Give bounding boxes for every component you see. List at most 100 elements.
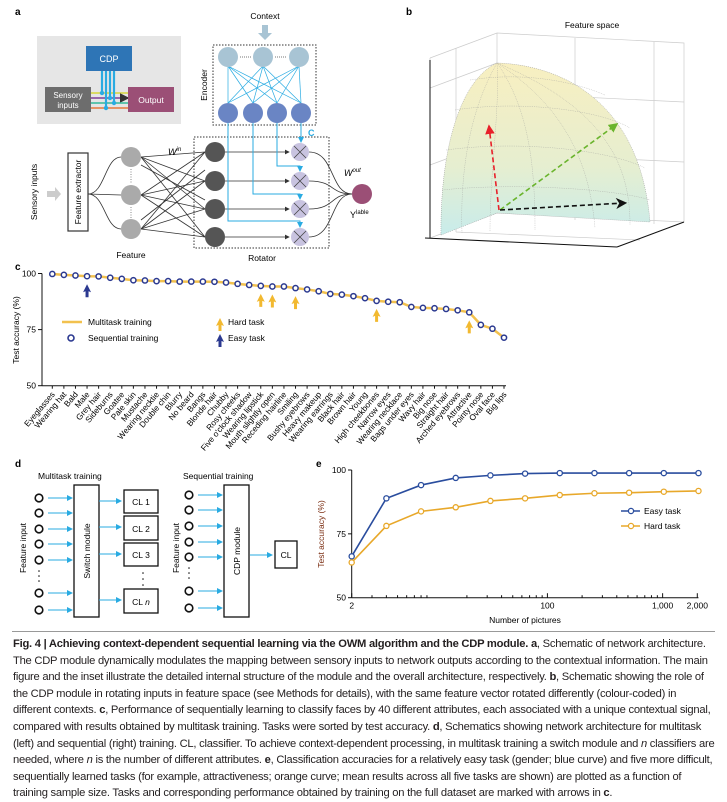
caption-ref-d: d xyxy=(432,720,440,733)
ellipsis-dot xyxy=(188,577,190,579)
caption-text: , Performance of sequentially learning t… xyxy=(13,704,711,733)
e-hard-task-point xyxy=(383,522,390,530)
figure: a CDP Sensory inputs Output Context xyxy=(11,7,708,625)
panel-label-d: d xyxy=(15,459,21,470)
feature-label: Feature xyxy=(116,250,146,260)
feature-input-node xyxy=(184,537,194,547)
c-sequential-point xyxy=(245,281,253,289)
e-easy-task-point xyxy=(591,469,598,477)
sensory-inputs-box xyxy=(45,87,91,112)
c-sequential-point xyxy=(303,286,311,293)
classifier-box-sequential xyxy=(274,540,298,569)
y-axis xyxy=(616,221,685,248)
multitask-title: Multitask training xyxy=(38,471,102,481)
ellipsis-dot xyxy=(38,580,40,582)
feature-input-node xyxy=(34,605,44,615)
c-sequential-point xyxy=(477,321,485,329)
e-y-tick-label: 75 xyxy=(337,529,347,539)
c-sequential-point xyxy=(384,298,392,306)
c-sequential-point xyxy=(211,278,218,286)
feature-input-node xyxy=(34,493,44,503)
feature-input-node xyxy=(184,521,194,531)
caption-var-n: n xyxy=(86,754,93,767)
feature-input-node xyxy=(34,555,44,565)
classifier-label-2: CL 2 xyxy=(132,524,150,534)
hard-task-arrow-icon xyxy=(216,318,224,331)
c-sequential-point xyxy=(500,334,508,342)
c-sequential-point xyxy=(280,283,288,290)
c-sequential-point xyxy=(106,274,114,282)
feature-input-node xyxy=(34,588,44,598)
cdp-label: CDP xyxy=(99,54,118,64)
e-easy-task-point xyxy=(383,495,390,502)
encoder-label: Encoder xyxy=(199,69,209,101)
feature-input-node xyxy=(34,508,44,518)
rotator-box xyxy=(193,136,330,249)
output-box xyxy=(128,87,174,112)
feature-input-node xyxy=(184,603,194,613)
feature-input-node xyxy=(184,505,194,515)
e-easy-task-point xyxy=(556,469,564,477)
c-sequential-point xyxy=(465,308,473,316)
c-sequential-point xyxy=(118,275,126,283)
legend-easy-task: Easy task xyxy=(228,333,266,343)
caption-ref-c: c xyxy=(99,704,106,717)
sensory-inputs-label-main: Sensory inputs xyxy=(29,164,39,220)
encoder-connections xyxy=(227,65,302,104)
rotator-label: Rotator xyxy=(248,253,276,263)
output-node xyxy=(352,184,372,204)
legend-marker-easy xyxy=(627,507,635,515)
c-legend: Multitask training Sequential training H… xyxy=(62,317,266,347)
c-sequential-point xyxy=(141,277,149,284)
panel-e-chart: e Test accuracy (%) Number of pictures 5… xyxy=(316,459,708,625)
switch-module-label: Switch module xyxy=(82,523,92,579)
classifier-box-n xyxy=(123,588,159,614)
feature-input-node xyxy=(34,524,44,534)
sensory-inputs-label: Sensory xyxy=(53,91,82,100)
encoder-box xyxy=(212,44,317,126)
panel-d: d Multitask training Sequential training… xyxy=(15,459,298,618)
c-sequential-point xyxy=(326,290,334,298)
feature-extractor-box xyxy=(67,152,89,232)
hard-task-arrow-icon xyxy=(372,308,381,322)
switch-module-box xyxy=(73,484,100,618)
c-sequential-point xyxy=(338,291,346,298)
c-sequential-point xyxy=(48,270,56,278)
c-sequential-point xyxy=(176,278,184,285)
c-sequential-point xyxy=(419,304,427,312)
c-sequential-point xyxy=(222,279,230,286)
c-sequential-point xyxy=(431,304,438,312)
e-easy-task-point xyxy=(348,553,355,560)
feature-input-node xyxy=(184,586,194,596)
e-hard-task-point xyxy=(521,495,529,502)
figure-caption: Fig. 4 | Achieving context-dependent seq… xyxy=(13,636,715,802)
e-x-tick-label: 2 xyxy=(349,601,354,611)
input-arrow-icon xyxy=(47,187,61,201)
caption-ref-a: a xyxy=(530,638,537,650)
panel-c-chart: c Test accuracy (%) 5075100EyeglassesWea… xyxy=(11,262,509,453)
e-y-tick-label: 100 xyxy=(332,465,346,475)
e-legend: Easy task Hard task xyxy=(621,506,682,531)
e-easy-task-point xyxy=(625,469,633,477)
c-sequential-point xyxy=(454,306,462,314)
easy-task-arrow-icon xyxy=(216,334,224,347)
e-hard-task-point xyxy=(625,489,633,496)
output-label: Output xyxy=(138,95,164,105)
ellipsis-dot xyxy=(188,567,190,569)
e-x-tick-label: 100 xyxy=(540,601,554,611)
classifier-box-2 xyxy=(123,515,159,541)
c-sequential-point xyxy=(373,297,380,305)
c-sequential-point xyxy=(83,272,91,280)
caption-ref-b: b xyxy=(549,671,557,684)
e-hard-task-point xyxy=(487,497,494,505)
hard-task-arrow-icon xyxy=(268,294,277,308)
vector-black xyxy=(499,197,628,211)
legend-sequential: Sequential training xyxy=(88,333,159,343)
feature-extractor-label: Feature extractor xyxy=(73,159,83,224)
feature-sphere xyxy=(440,62,651,236)
context-label: Context xyxy=(250,11,280,21)
ellipsis-dot xyxy=(188,572,190,574)
c-y-tick-label: 100 xyxy=(22,269,36,279)
legend-easy-task-e: Easy task xyxy=(644,506,682,516)
legend-hard-task-e: Hard task xyxy=(644,521,681,531)
